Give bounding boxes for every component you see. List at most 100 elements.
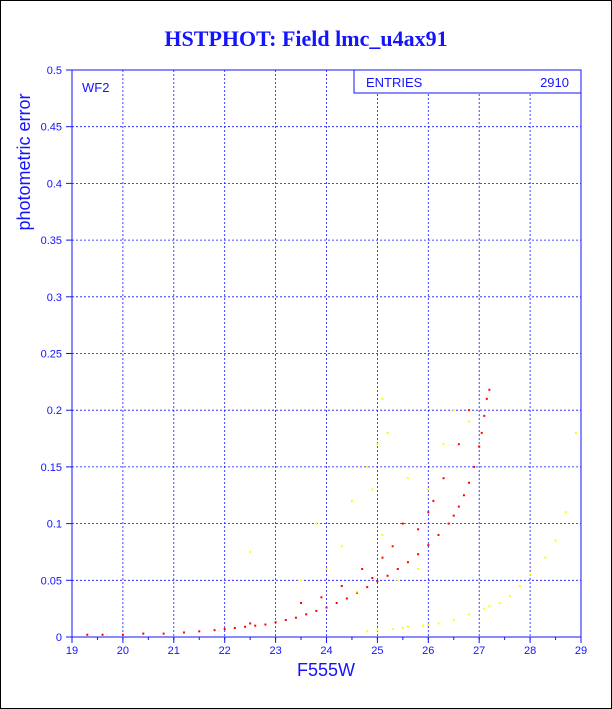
point-red xyxy=(325,606,328,609)
point-red xyxy=(468,409,471,412)
point-red xyxy=(468,481,471,484)
point-yellow xyxy=(325,567,328,570)
point-red xyxy=(447,522,450,525)
point-yellow xyxy=(544,556,547,559)
point-yellow xyxy=(452,618,455,621)
point-yellow xyxy=(508,595,511,598)
x-tick-label: 20 xyxy=(117,645,129,657)
point-red xyxy=(198,630,201,633)
x-tick-label: 23 xyxy=(269,645,281,657)
point-yellow xyxy=(427,488,430,491)
x-tick-label: 25 xyxy=(371,645,383,657)
point-red xyxy=(432,499,435,502)
point-red xyxy=(483,414,486,417)
point-red xyxy=(488,388,491,391)
point-red xyxy=(305,613,308,616)
point-red xyxy=(452,514,455,517)
point-yellow xyxy=(391,628,394,631)
point-yellow xyxy=(554,539,557,542)
point-red xyxy=(417,553,420,556)
x-tick-label: 29 xyxy=(575,645,587,657)
point-yellow xyxy=(483,607,486,610)
point-red xyxy=(142,632,145,635)
point-red xyxy=(391,545,394,548)
point-red xyxy=(340,584,343,587)
y-axis-title: photometric error xyxy=(14,93,34,230)
y-tick-label: 0.35 xyxy=(41,235,62,247)
y-tick-label: 0.2 xyxy=(47,405,62,417)
point-red xyxy=(162,632,165,635)
x-tick-label: 28 xyxy=(524,645,536,657)
point-red xyxy=(381,556,384,559)
point-yellow xyxy=(488,605,491,608)
point-yellow xyxy=(468,420,471,423)
stats-entries-label: ENTRIES xyxy=(366,75,423,90)
point-red xyxy=(249,622,252,625)
point-yellow xyxy=(529,573,532,576)
point-red xyxy=(442,477,445,480)
point-red xyxy=(223,628,226,631)
point-red xyxy=(300,601,303,604)
axis-ticks: 19 20 21 22 23 24 25 26 27 28 29 0 0.05 0.1 0.15 0.2 0.2… xyxy=(41,65,588,657)
point-yellow xyxy=(381,397,384,400)
stats-entries-value: 2910 xyxy=(540,75,569,90)
stats-box xyxy=(353,69,582,94)
point-yellow xyxy=(371,488,374,491)
point-red xyxy=(401,522,404,525)
point-yellow xyxy=(574,431,577,434)
y-tick-label: 0.25 xyxy=(41,349,62,361)
point-yellow xyxy=(350,499,353,502)
point-red xyxy=(244,625,247,628)
x-axis-title: F555W xyxy=(297,660,355,680)
point-yellow xyxy=(427,623,430,626)
point-red xyxy=(345,597,348,600)
point-red xyxy=(356,591,359,594)
data-points xyxy=(86,388,577,636)
point-red xyxy=(427,511,430,514)
point-red xyxy=(485,397,488,400)
point-red xyxy=(366,586,369,589)
y-tick-label: 0.15 xyxy=(41,462,62,474)
point-yellow xyxy=(442,443,445,446)
point-red xyxy=(294,616,297,619)
point-red xyxy=(320,596,323,599)
point-red xyxy=(457,443,460,446)
x-tick-label: 24 xyxy=(320,645,332,657)
point-yellow xyxy=(401,626,404,629)
x-tick-label: 21 xyxy=(168,645,180,657)
point-yellow xyxy=(366,630,369,633)
point-red xyxy=(417,528,420,531)
x-tick-label: 27 xyxy=(473,645,485,657)
point-red xyxy=(406,561,409,564)
y-tick-label: 0.05 xyxy=(41,575,62,587)
point-yellow xyxy=(340,545,343,548)
point-red xyxy=(254,624,257,627)
x-tick-label: 26 xyxy=(422,645,434,657)
point-red xyxy=(361,567,364,570)
x-tick-label: 19 xyxy=(66,645,78,657)
y-tick-label: 0.1 xyxy=(47,519,62,531)
x-tick-label: 22 xyxy=(219,645,231,657)
point-red xyxy=(86,633,89,636)
point-red xyxy=(182,631,185,634)
point-red xyxy=(396,567,399,570)
point-red xyxy=(457,505,460,508)
point-yellow xyxy=(406,625,409,628)
point-yellow xyxy=(468,613,471,616)
point-yellow xyxy=(422,624,425,627)
point-yellow xyxy=(381,533,384,536)
point-red xyxy=(371,577,374,580)
chart-title: HSTPHOT: Field lmc_u4ax91 xyxy=(164,26,448,51)
point-red xyxy=(427,544,430,547)
point-yellow xyxy=(386,431,389,434)
point-red xyxy=(478,445,481,448)
point-yellow xyxy=(452,409,455,412)
y-tick-label: 0.45 xyxy=(41,122,62,134)
point-yellow xyxy=(376,629,379,632)
point-red xyxy=(264,623,267,626)
panel-label: WF2 xyxy=(82,80,109,95)
point-yellow xyxy=(564,511,567,514)
point-red xyxy=(437,533,440,536)
point-yellow xyxy=(498,601,501,604)
